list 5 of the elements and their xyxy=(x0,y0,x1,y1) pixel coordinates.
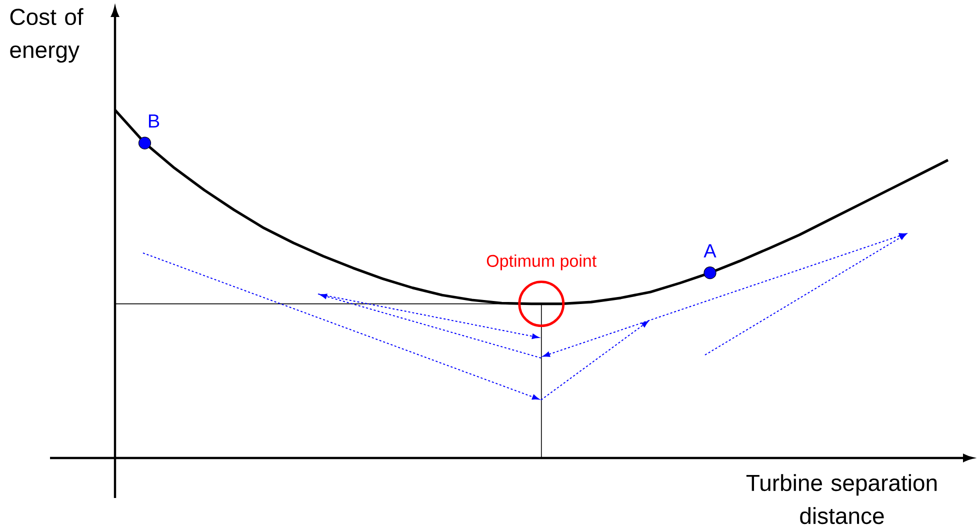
annotation: Optimum point xyxy=(486,254,596,270)
annotation: A xyxy=(704,244,716,258)
y-axis-title: Cost of energy xyxy=(10,8,84,63)
x-axis-title: Turbine separation distance xyxy=(746,474,937,524)
annotation: B xyxy=(148,114,160,128)
